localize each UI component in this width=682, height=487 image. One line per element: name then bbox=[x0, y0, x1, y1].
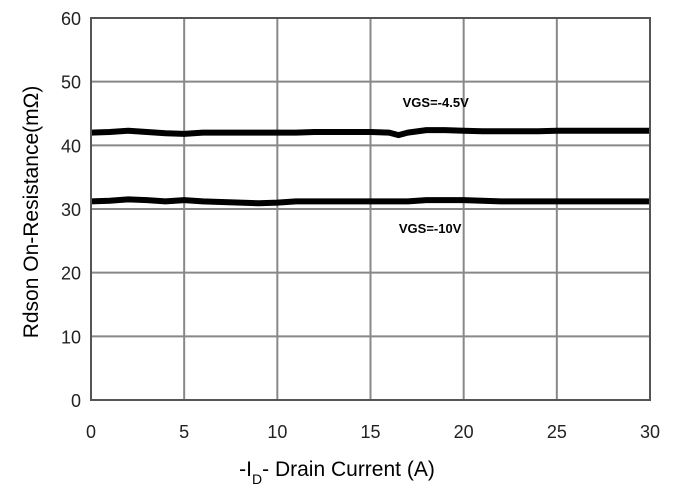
x-tick-label: 30 bbox=[640, 422, 660, 442]
y-tick-label: 50 bbox=[61, 73, 81, 93]
x-tick-label: 15 bbox=[360, 422, 380, 442]
y-tick-label: 10 bbox=[61, 327, 81, 347]
x-tick-label: 0 bbox=[86, 422, 96, 442]
y-tick-label: 20 bbox=[61, 264, 81, 284]
x-axis-title-prefix: -I bbox=[239, 458, 252, 481]
x-axis-title: -ID- Drain Current (A) bbox=[239, 458, 435, 487]
tick-labels: 0 5 10 15 20 25 30 0 10 20 30 40 50 60 bbox=[61, 9, 660, 442]
data-series bbox=[90, 127, 650, 207]
y-tick-label: 40 bbox=[61, 136, 81, 156]
series-annotation-1: VGS=-4.5V bbox=[403, 95, 469, 110]
series-annotations: VGS=-4.5V VGS=-10V bbox=[399, 95, 469, 236]
y-tick-label: 60 bbox=[61, 9, 81, 29]
x-tick-label: 10 bbox=[267, 422, 287, 442]
x-axis-title-suffix: - Drain Current (A) bbox=[262, 458, 435, 481]
y-axis-title: Rdson On-Resistance(mΩ) bbox=[20, 86, 43, 339]
x-tick-label: 20 bbox=[454, 422, 474, 442]
series-annotation-2: VGS=-10V bbox=[399, 221, 462, 236]
series-line-2 bbox=[90, 196, 650, 207]
plot-frame bbox=[90, 17, 651, 401]
x-tick-label: 5 bbox=[179, 422, 189, 442]
x-axis-title-subscript: D bbox=[252, 471, 262, 487]
series-line-1 bbox=[90, 127, 650, 139]
y-tick-label: 30 bbox=[61, 200, 81, 220]
y-tick-label: 0 bbox=[71, 391, 81, 411]
x-tick-label: 25 bbox=[547, 422, 567, 442]
